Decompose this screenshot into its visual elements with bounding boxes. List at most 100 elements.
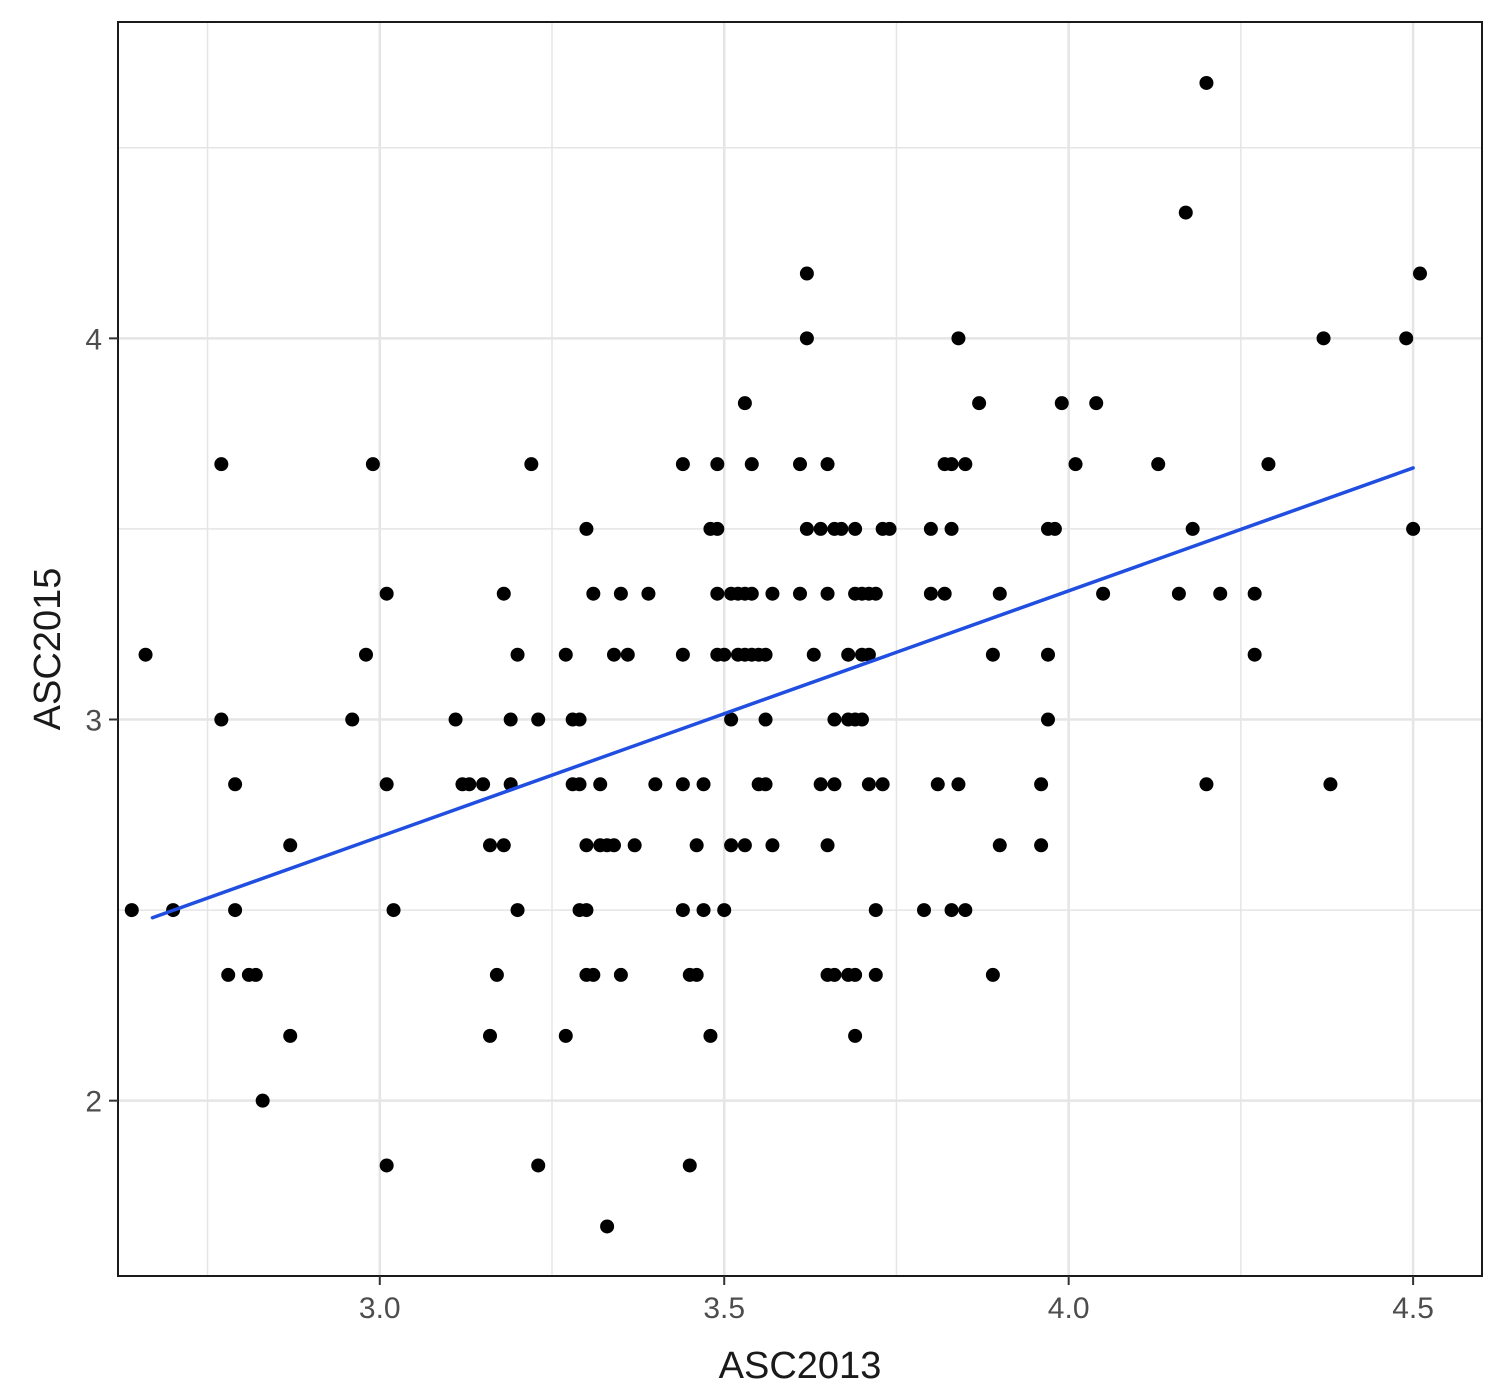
data-point: [710, 586, 725, 601]
data-point: [758, 777, 773, 792]
data-point: [841, 647, 856, 662]
data-point: [793, 457, 807, 472]
data-point: [600, 1219, 615, 1234]
data-point: [675, 903, 690, 918]
data-point: [724, 838, 739, 853]
data-point: [255, 1093, 270, 1108]
y-tick-label: 2: [85, 1086, 102, 1119]
data-point: [221, 967, 236, 982]
data-point: [1041, 712, 1055, 727]
data-point: [813, 777, 828, 792]
panel-border: [117, 21, 1483, 1277]
data-point: [696, 777, 711, 792]
data-point: [827, 777, 842, 792]
data-point: [985, 647, 1000, 662]
data-point: [937, 586, 952, 601]
data-point: [696, 903, 711, 918]
data-point: [483, 838, 497, 853]
data-point: [1178, 205, 1193, 220]
data-point: [607, 838, 621, 853]
data-point: [1054, 396, 1069, 411]
data-point: [799, 266, 814, 281]
data-point: [944, 457, 959, 472]
data-point: [689, 967, 704, 982]
data-point: [138, 647, 153, 662]
data-point: [248, 967, 263, 982]
data-point: [917, 903, 931, 918]
data-point: [572, 777, 587, 792]
data-point: [1089, 396, 1104, 411]
data-point: [923, 521, 938, 536]
data-point: [462, 777, 477, 792]
regression-line: [150, 466, 1415, 920]
data-point: [744, 457, 759, 472]
data-point: [572, 712, 587, 727]
data-point: [228, 777, 243, 792]
data-point: [379, 1158, 394, 1173]
data-point: [951, 777, 966, 792]
data-point: [710, 521, 725, 536]
data-point: [1034, 838, 1049, 853]
data-point: [717, 647, 732, 662]
data-point: [1247, 586, 1262, 601]
data-point: [848, 521, 863, 536]
data-point: [793, 586, 807, 601]
data-point: [579, 521, 594, 536]
data-point: [1213, 586, 1228, 601]
y-tick-label: 4: [85, 323, 102, 356]
data-point: [813, 521, 828, 536]
data-point: [607, 647, 621, 662]
data-point: [283, 1028, 298, 1043]
data-point: [1406, 521, 1421, 536]
data-point: [806, 647, 821, 662]
data-point: [951, 331, 966, 346]
data-point: [868, 967, 883, 982]
data-point: [834, 521, 849, 536]
data-point: [386, 903, 401, 918]
data-point: [365, 457, 380, 472]
data-point: [868, 903, 883, 918]
data-point: [675, 777, 690, 792]
y-tick-label: 3: [85, 705, 102, 738]
data-point: [496, 838, 511, 853]
data-point: [228, 903, 243, 918]
data-point: [1151, 457, 1166, 472]
data-point: [1096, 586, 1111, 601]
data-point: [214, 712, 229, 727]
data-point: [710, 457, 725, 472]
data-point: [689, 838, 704, 853]
data-point: [930, 777, 945, 792]
data-point: [1034, 777, 1049, 792]
data-point: [579, 903, 594, 918]
data-point: [613, 586, 628, 601]
data-point: [1247, 647, 1262, 662]
data-point: [558, 647, 573, 662]
data-point: [972, 396, 987, 411]
data-point: [875, 777, 890, 792]
x-tick-label: 3.5: [703, 1292, 745, 1325]
data-point: [724, 712, 739, 727]
x-tick-label: 4.0: [1048, 1292, 1090, 1325]
data-point: [214, 457, 229, 472]
data-point: [861, 777, 876, 792]
data-point: [675, 457, 690, 472]
data-point: [855, 712, 869, 727]
data-point: [1413, 266, 1427, 281]
data-point: [820, 457, 835, 472]
y-axis-title: ASC2015: [27, 568, 69, 731]
data-point: [737, 396, 752, 411]
data-points: [124, 75, 1427, 1234]
data-point: [1199, 75, 1214, 90]
data-point: [827, 967, 842, 982]
y-axis-ticks: 2 3 4: [85, 323, 118, 1119]
data-point: [820, 586, 835, 601]
data-point: [882, 521, 897, 536]
data-point: [1041, 647, 1055, 662]
data-point: [531, 1158, 546, 1173]
data-point: [848, 967, 863, 982]
data-point: [1171, 586, 1186, 601]
data-point: [448, 712, 463, 727]
data-point: [958, 457, 973, 472]
